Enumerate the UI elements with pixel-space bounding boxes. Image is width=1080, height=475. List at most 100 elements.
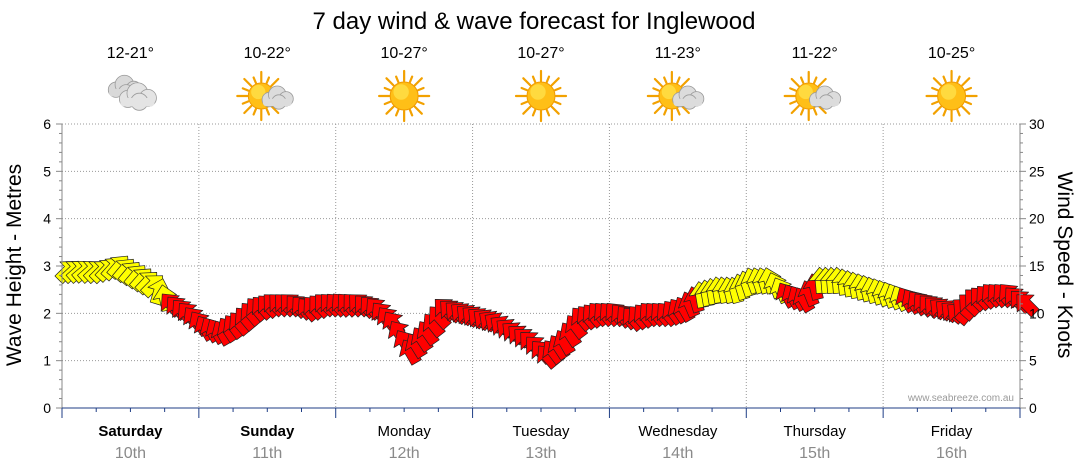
y-left-tick-label: 1 [43, 353, 51, 369]
cloud-base [673, 98, 703, 106]
sun-highlight [661, 84, 677, 100]
y-right-tick-label: 10 [1029, 305, 1045, 321]
day-temperature: 10-27° [380, 45, 427, 62]
y-left-tick-label: 2 [43, 305, 51, 321]
y-right-tick-label: 25 [1029, 163, 1045, 179]
sun-ray [520, 86, 529, 92]
sun-ray [789, 87, 797, 92]
sun-ray [395, 75, 400, 84]
sun-ray [270, 77, 280, 88]
y-left-tick-label: 5 [43, 163, 51, 179]
cloud-base [120, 97, 155, 107]
sun-ray [653, 104, 664, 115]
sun-ray [663, 76, 668, 85]
sun-ray [817, 104, 827, 115]
sun-icon [514, 69, 568, 123]
sun-ray [545, 108, 551, 117]
sun-ray [964, 86, 973, 92]
wind-arrow [1016, 294, 1040, 318]
sun-highlight [940, 84, 957, 100]
sun-ray [931, 86, 939, 92]
sun-ray [680, 104, 690, 115]
sun-ray [385, 105, 395, 115]
day-date: 10th [115, 445, 146, 462]
day-temperature: 10-25° [928, 45, 975, 62]
sun-ray [416, 100, 425, 106]
y-right-tick-label: 15 [1029, 258, 1045, 274]
chart-grid [62, 123, 1020, 408]
y-left-tick-label: 6 [43, 116, 51, 132]
sun-highlight [251, 84, 266, 100]
sun-ray [931, 100, 939, 106]
chart-axes: 0 1 2 3 4 5 6 0 5 10 15 20 25 30 [43, 116, 1045, 418]
sun-ray [413, 105, 423, 115]
day-date: 14th [662, 445, 693, 462]
sun-ray [270, 104, 280, 115]
day-labels: Saturday 10th Sunday 11th Monday 12th Tuesday 1… [98, 423, 973, 462]
sun-highlight [393, 84, 409, 100]
cloud-base [810, 98, 840, 106]
sun-ray [520, 100, 529, 106]
day-name: Monday [377, 423, 431, 440]
sun-ray [932, 77, 943, 87]
y-right-tick-label: 5 [1029, 353, 1037, 369]
day-date: 11th [252, 445, 282, 462]
wind-arrows [54, 255, 1040, 370]
sun-ray [383, 100, 392, 106]
day-date: 13th [525, 445, 556, 462]
sun-highlight [530, 84, 546, 100]
sun-ray [241, 87, 250, 92]
sun-ray [408, 75, 414, 84]
y-right-tick-label: 20 [1029, 211, 1045, 227]
watermark: www.seabreeze.com.au [907, 393, 1014, 404]
sun-ray [383, 86, 392, 92]
cloud-base [262, 98, 292, 106]
day-date: 15th [799, 445, 830, 462]
sun-ray [663, 107, 668, 116]
y-right-tick-label: 0 [1029, 400, 1037, 416]
sun-cloud-icon [783, 70, 842, 122]
day-date: 12th [389, 445, 420, 462]
sun-ray [817, 77, 827, 88]
chart-title: 7 day wind & wave forecast for Inglewood [313, 8, 756, 35]
sun-cloud-icon [236, 70, 294, 122]
sun-ray [252, 107, 258, 116]
day-date: 16th [936, 445, 967, 462]
sun-highlight [798, 84, 813, 100]
sun-ray [243, 77, 253, 88]
sun-ray [812, 76, 818, 85]
sun-ray [932, 105, 943, 115]
sun-ray [241, 100, 250, 105]
sun-ray [956, 108, 961, 117]
day-name: Sunday [240, 423, 295, 440]
day-temperatures: 12-21° 10-22° 10-27° 10-27° 11-23° 11-22° 10-2… [107, 45, 978, 123]
sun-ray [522, 105, 532, 115]
sun-ray [799, 107, 805, 116]
day-name: Thursday [783, 423, 846, 440]
day-temperature: 10-27° [517, 45, 564, 62]
cloudy-icon [107, 74, 157, 111]
sun-ray [550, 105, 560, 115]
sun-ray [265, 107, 271, 116]
sun-ray [799, 76, 805, 85]
day-temperature: 12-21° [107, 45, 154, 62]
sun-ray [790, 104, 800, 115]
day-temperature: 11-23° [655, 45, 701, 62]
sun-ray [956, 75, 961, 84]
day-name: Saturday [98, 423, 163, 440]
sun-ray [652, 87, 661, 92]
day-name: Wednesday [638, 423, 717, 440]
sun-ray [789, 100, 797, 105]
sun-ray [413, 77, 423, 87]
sun-icon [925, 69, 978, 123]
day-name: Friday [931, 423, 973, 440]
sun-ray [553, 100, 562, 106]
sun-ray [961, 77, 971, 87]
sun-ray [676, 107, 681, 116]
sun-ray [252, 76, 258, 85]
y-left-tick-label: 0 [43, 400, 51, 416]
sun-ray [243, 104, 253, 115]
sun-ray [522, 77, 532, 87]
sun-ray [265, 76, 271, 85]
sun-ray [408, 108, 414, 117]
